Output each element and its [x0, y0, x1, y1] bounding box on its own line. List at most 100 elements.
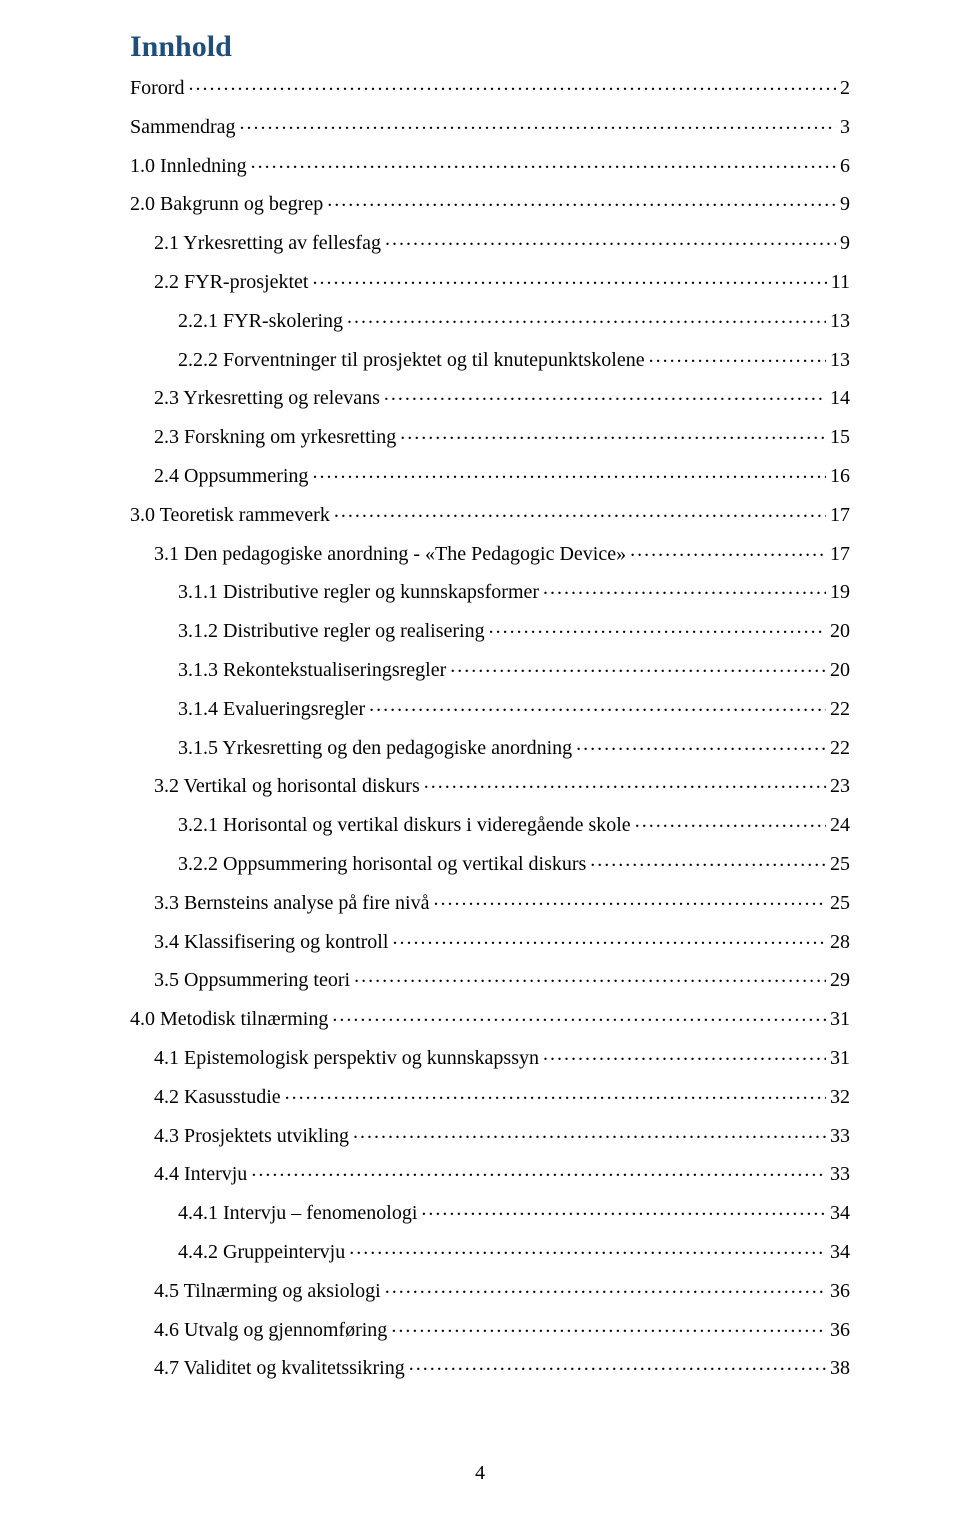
- toc-leader-dots: [188, 74, 836, 94]
- toc-leader-dots: [312, 268, 826, 288]
- toc-entry[interactable]: 2.3 Forskning om yrkesretting 15: [130, 423, 850, 447]
- toc-entry[interactable]: Forord2: [130, 74, 850, 98]
- toc-entry[interactable]: 2.1 Yrkesretting av fellesfag9: [130, 229, 850, 253]
- toc-entry-page: 36: [830, 1281, 850, 1301]
- toc-entry[interactable]: 2.2.1 FYR-skolering13: [130, 307, 850, 331]
- toc-entry[interactable]: 4.5 Tilnærming og aksiologi36: [130, 1277, 850, 1301]
- toc-entry[interactable]: 2.4 Oppsummering 16: [130, 462, 850, 486]
- toc-entry-page: 24: [830, 815, 850, 835]
- toc-entry[interactable]: 4.4 Intervju33: [130, 1160, 850, 1184]
- toc-entry-label: 3.4 Klassifisering og kontroll: [154, 932, 388, 952]
- toc-leader-dots: [433, 889, 826, 909]
- toc-entry-label: 3.1.2 Distributive regler og realisering: [178, 621, 485, 641]
- toc-entry-page: 15: [830, 427, 850, 447]
- toc-entry[interactable]: 4.2 Kasusstudie 32: [130, 1083, 850, 1107]
- toc-entry[interactable]: 3.1.3 Rekontekstualiseringsregler20: [130, 656, 850, 680]
- toc-leader-dots: [635, 811, 826, 831]
- toc-entry-label: 3.1.3 Rekontekstualiseringsregler: [178, 660, 446, 680]
- toc-entry[interactable]: 4.3 Prosjektets utvikling 33: [130, 1122, 850, 1146]
- toc-entry-page: 9: [840, 233, 850, 253]
- toc-leader-dots: [576, 734, 826, 754]
- toc-entry-page: 13: [830, 350, 850, 370]
- toc-leader-dots: [384, 384, 826, 404]
- toc-leader-dots: [353, 1122, 826, 1142]
- toc-entry-label: 3.2 Vertikal og horisontal diskurs: [154, 776, 420, 796]
- toc-entry[interactable]: 3.1 Den pedagogiske anordning - «The Ped…: [130, 540, 850, 564]
- toc-entry[interactable]: 4.0 Metodisk tilnærming 31: [130, 1005, 850, 1029]
- toc-entry-label: 4.3 Prosjektets utvikling: [154, 1126, 349, 1146]
- toc-leader-dots: [391, 1316, 826, 1336]
- toc-entry-page: 22: [830, 738, 850, 758]
- toc-leader-dots: [543, 1044, 826, 1064]
- toc-entry[interactable]: 3.3 Bernsteins analyse på fire nivå 25: [130, 889, 850, 913]
- toc-leader-dots: [332, 1005, 826, 1025]
- toc-entry-page: 36: [830, 1320, 850, 1340]
- toc-entry[interactable]: 3.2 Vertikal og horisontal diskurs 23: [130, 772, 850, 796]
- toc-entry-page: 3: [840, 117, 850, 137]
- toc-leader-dots: [369, 695, 826, 715]
- toc-entry-label: 4.6 Utvalg og gjennomføring: [154, 1320, 387, 1340]
- toc-entry-page: 31: [830, 1009, 850, 1029]
- toc-leader-dots: [251, 1160, 826, 1180]
- toc-entry-label: 2.3 Forskning om yrkesretting: [154, 427, 396, 447]
- toc-entry[interactable]: 2.2.2 Forventninger til prosjektet og ti…: [130, 346, 850, 370]
- toc-entry-label: 3.2.1 Horisontal og vertikal diskurs i v…: [178, 815, 631, 835]
- toc-entry-label: 4.0 Metodisk tilnærming: [130, 1009, 328, 1029]
- toc-entry[interactable]: 2.0 Bakgrunn og begrep 9: [130, 190, 850, 214]
- toc-entry-page: 32: [830, 1087, 850, 1107]
- toc-entry[interactable]: 3.1.4 Evalueringsregler22: [130, 695, 850, 719]
- toc-entry[interactable]: 3.0 Teoretisk rammeverk17: [130, 501, 850, 525]
- toc-entry[interactable]: 3.2.2 Oppsummering horisontal og vertika…: [130, 850, 850, 874]
- toc-entry[interactable]: 4.1 Epistemologisk perspektiv og kunnska…: [130, 1044, 850, 1068]
- toc-entry-page: 31: [830, 1048, 850, 1068]
- toc-leader-dots: [385, 229, 836, 249]
- toc-entry-label: 4.7 Validitet og kvalitetssikring: [154, 1358, 405, 1378]
- toc-entry[interactable]: 3.5 Oppsummering teori29: [130, 966, 850, 990]
- toc-entry[interactable]: 2.2 FYR-prosjektet 11: [130, 268, 850, 292]
- toc-leader-dots: [421, 1199, 826, 1219]
- toc-leader-dots: [543, 578, 826, 598]
- toc-leader-dots: [630, 540, 826, 560]
- toc-entry-page: 19: [830, 582, 850, 602]
- toc-entry-page: 25: [830, 893, 850, 913]
- toc-entry[interactable]: Sammendrag 3: [130, 113, 850, 137]
- toc-entry-label: 3.3 Bernsteins analyse på fire nivå: [154, 893, 429, 913]
- toc-entry[interactable]: 2.3 Yrkesretting og relevans14: [130, 384, 850, 408]
- toc-entry-page: 29: [830, 970, 850, 990]
- toc-entry-label: 2.4 Oppsummering: [154, 466, 308, 486]
- toc-leader-dots: [424, 772, 826, 792]
- toc-entry[interactable]: 4.4.1 Intervju – fenomenologi34: [130, 1199, 850, 1223]
- toc-entry[interactable]: 3.1.1 Distributive regler og kunnskapsfo…: [130, 578, 850, 602]
- toc-entry-page: 11: [831, 272, 850, 292]
- toc-entry[interactable]: 1.0 Innledning6: [130, 152, 850, 176]
- toc-entry-page: 34: [830, 1242, 850, 1262]
- toc-leader-dots: [312, 462, 826, 482]
- toc-entry-page: 9: [840, 194, 850, 214]
- toc-leader-dots: [392, 928, 826, 948]
- toc-entry[interactable]: 4.4.2 Gruppeintervju34: [130, 1238, 850, 1262]
- toc-heading: Innhold: [130, 30, 850, 64]
- toc-entry-page: 22: [830, 699, 850, 719]
- toc-entry[interactable]: 3.4 Klassifisering og kontroll 28: [130, 928, 850, 952]
- toc-entry-page: 23: [830, 776, 850, 796]
- toc-entry-page: 6: [840, 156, 850, 176]
- toc-entry-page: 16: [830, 466, 850, 486]
- toc-entry[interactable]: 4.7 Validitet og kvalitetssikring38: [130, 1354, 850, 1378]
- toc-entry-label: 2.0 Bakgrunn og begrep: [130, 194, 323, 214]
- toc-entry[interactable]: 4.6 Utvalg og gjennomføring 36: [130, 1316, 850, 1340]
- toc-entry[interactable]: 3.1.2 Distributive regler og realisering…: [130, 617, 850, 641]
- toc-entry-page: 28: [830, 932, 850, 952]
- toc-entry-label: Sammendrag: [130, 117, 236, 137]
- toc-entry-label: 4.4.1 Intervju – fenomenologi: [178, 1203, 417, 1223]
- toc-entry-label: 4.1 Epistemologisk perspektiv og kunnska…: [154, 1048, 539, 1068]
- toc-leader-dots: [489, 617, 826, 637]
- toc-entry[interactable]: 3.2.1 Horisontal og vertikal diskurs i v…: [130, 811, 850, 835]
- toc-leader-dots: [285, 1083, 826, 1103]
- toc-entry[interactable]: 3.1.5 Yrkesretting og den pedagogiske an…: [130, 734, 850, 758]
- toc-leader-dots: [327, 190, 836, 210]
- toc-entry-label: 4.4 Intervju: [154, 1164, 247, 1184]
- toc-entry-page: 33: [830, 1126, 850, 1146]
- toc-entry-label: 4.2 Kasusstudie: [154, 1087, 281, 1107]
- toc-entry-label: 3.2.2 Oppsummering horisontal og vertika…: [178, 854, 586, 874]
- toc-entry-label: 2.2 FYR-prosjektet: [154, 272, 308, 292]
